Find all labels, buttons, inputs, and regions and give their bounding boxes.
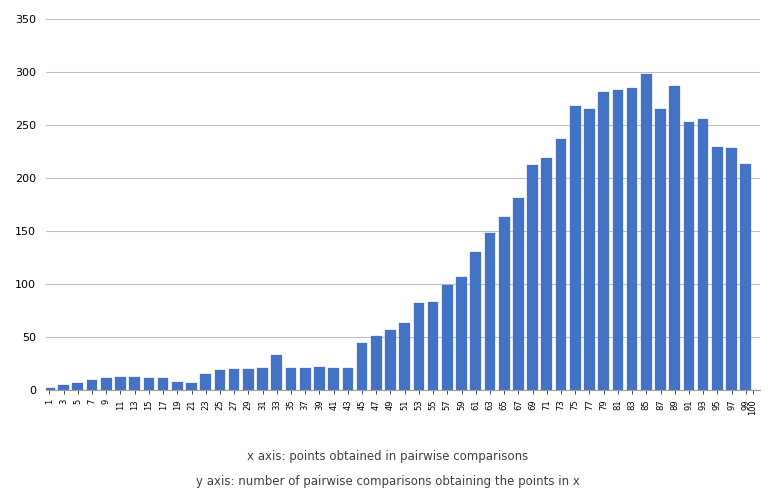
- Bar: [598, 92, 609, 390]
- Bar: [129, 377, 140, 390]
- Bar: [513, 198, 524, 390]
- Bar: [740, 164, 751, 390]
- Bar: [186, 382, 197, 390]
- Bar: [158, 378, 168, 390]
- Bar: [470, 252, 481, 390]
- Bar: [527, 165, 538, 390]
- Bar: [726, 148, 737, 390]
- Bar: [456, 277, 467, 390]
- Text: y axis: number of pairwise comparisons obtaining the points in x: y axis: number of pairwise comparisons o…: [195, 475, 580, 488]
- Bar: [172, 381, 183, 390]
- Bar: [215, 370, 226, 390]
- Bar: [670, 86, 680, 390]
- Bar: [356, 343, 367, 390]
- Bar: [44, 388, 55, 390]
- Bar: [58, 385, 69, 390]
- Bar: [684, 122, 694, 390]
- Bar: [286, 368, 296, 390]
- Bar: [399, 323, 410, 390]
- Bar: [143, 378, 154, 390]
- Bar: [343, 368, 353, 390]
- Bar: [556, 139, 567, 390]
- Bar: [271, 355, 282, 390]
- Bar: [87, 380, 98, 390]
- Bar: [499, 217, 509, 390]
- Bar: [542, 158, 552, 390]
- Bar: [229, 369, 239, 390]
- Bar: [442, 285, 453, 390]
- Text: x axis: points obtained in pairwise comparisons: x axis: points obtained in pairwise comp…: [247, 451, 528, 463]
- Bar: [428, 302, 439, 390]
- Bar: [314, 367, 325, 390]
- Bar: [584, 109, 594, 390]
- Bar: [371, 336, 381, 390]
- Bar: [698, 119, 708, 390]
- Bar: [641, 74, 652, 390]
- Bar: [627, 88, 637, 390]
- Bar: [612, 90, 623, 390]
- Bar: [655, 109, 666, 390]
- Bar: [300, 368, 311, 390]
- Bar: [712, 147, 723, 390]
- Bar: [484, 233, 495, 390]
- Bar: [243, 369, 253, 390]
- Bar: [101, 378, 112, 390]
- Bar: [385, 329, 396, 390]
- Bar: [201, 374, 211, 390]
- Bar: [329, 368, 339, 390]
- Bar: [570, 106, 580, 390]
- Bar: [257, 368, 268, 390]
- Bar: [73, 382, 83, 390]
- Bar: [414, 303, 424, 390]
- Bar: [115, 377, 126, 390]
